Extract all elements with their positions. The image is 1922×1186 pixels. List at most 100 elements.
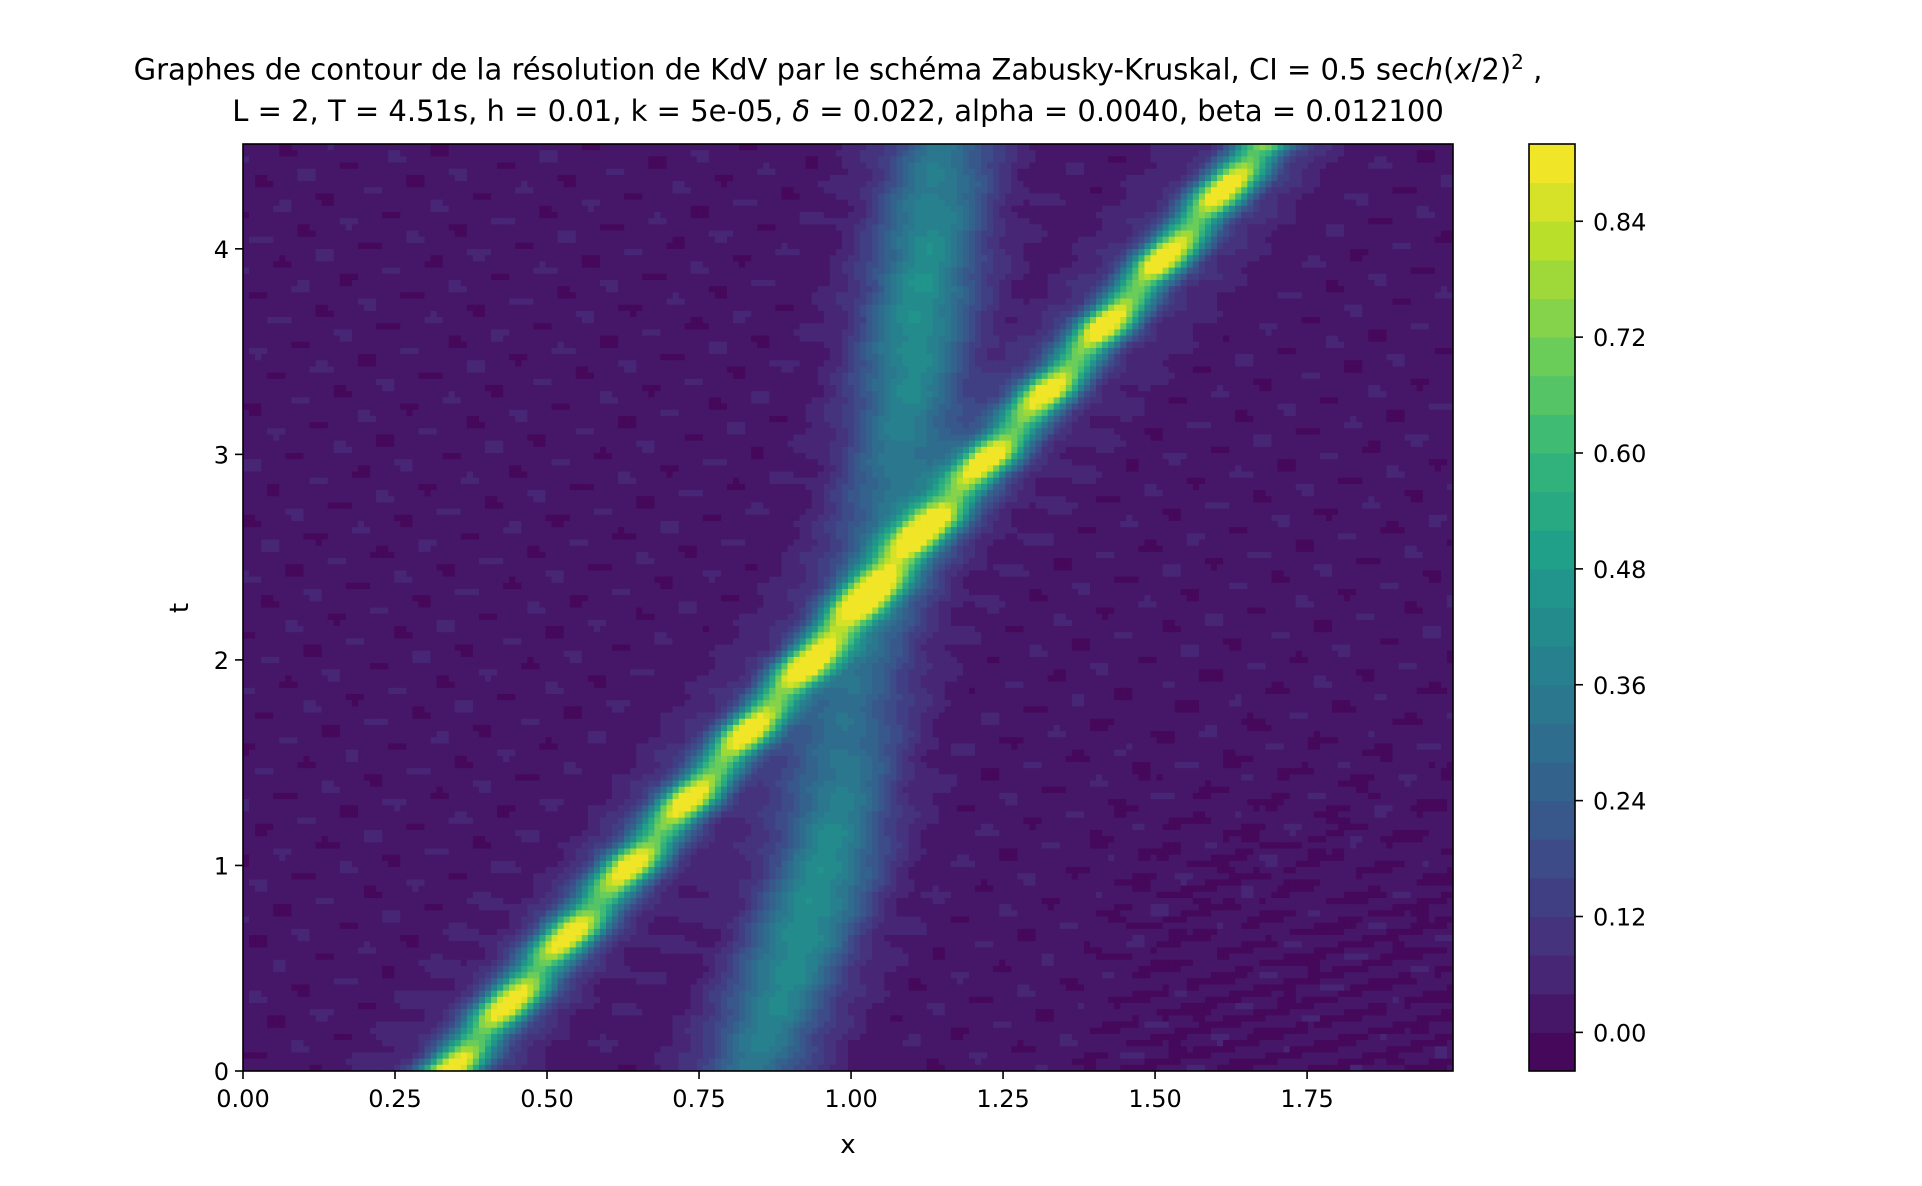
contour-cell	[1181, 206, 1188, 213]
contour-cell	[1399, 169, 1406, 176]
contour-cell	[1290, 175, 1297, 182]
contour-cell	[291, 175, 298, 182]
contour-cell	[515, 243, 522, 250]
contour-cell	[546, 206, 553, 213]
contour-cell	[539, 187, 546, 194]
contour-cell	[1362, 193, 1369, 200]
contour-cell	[1011, 243, 1018, 250]
contour-cell	[1217, 150, 1224, 157]
contour-cell	[1265, 144, 1272, 151]
contour-cell	[1144, 206, 1151, 213]
contour-cell	[564, 261, 571, 268]
contour-cell	[552, 200, 559, 207]
contour-cell	[1144, 231, 1151, 238]
contour-cell	[1017, 163, 1024, 170]
contour-cell	[1217, 218, 1224, 225]
contour-cell	[1023, 144, 1030, 151]
contour-cell	[909, 249, 916, 256]
contour-cell	[957, 231, 964, 238]
contour-cell	[1393, 144, 1400, 151]
contour-cell	[1120, 163, 1127, 170]
contour-cell	[1338, 261, 1345, 268]
contour-cell	[334, 255, 341, 262]
contour-cell	[273, 224, 280, 231]
contour-cell	[763, 144, 770, 151]
contour-cell	[836, 181, 843, 188]
contour-cell	[836, 224, 843, 231]
contour-cell	[1350, 261, 1357, 268]
contour-cell	[800, 280, 807, 287]
contour-cell	[243, 274, 250, 281]
contour-cell	[1362, 255, 1369, 262]
contour-cell	[1090, 212, 1097, 219]
contour-cell	[570, 169, 577, 176]
contour-cell	[1326, 274, 1333, 281]
contour-cell	[1399, 218, 1406, 225]
contour-cell	[467, 249, 474, 256]
contour-cell	[848, 206, 855, 213]
contour-cell	[933, 212, 940, 219]
contour-cell	[1132, 144, 1139, 151]
contour-cell	[872, 193, 879, 200]
contour-cell	[654, 144, 661, 151]
contour-cell	[890, 169, 897, 176]
contour-cell	[425, 261, 432, 268]
contour-cell	[981, 224, 988, 231]
contour-cell	[745, 181, 752, 188]
contour-cell	[691, 274, 698, 281]
contour-cell	[933, 200, 940, 207]
contour-cell	[1023, 163, 1030, 170]
contour-cell	[431, 163, 438, 170]
contour-cell	[509, 231, 516, 238]
contour-cell	[1374, 169, 1381, 176]
contour-cell	[763, 268, 770, 275]
contour-cell	[388, 150, 395, 157]
contour-cell	[1429, 150, 1436, 157]
contour-cell	[1393, 212, 1400, 219]
contour-cell	[1320, 224, 1327, 231]
contour-cell	[388, 181, 395, 188]
contour-cell	[1423, 231, 1430, 238]
contour-cell	[334, 224, 341, 231]
contour-cell	[1078, 156, 1085, 163]
contour-cell	[1102, 231, 1109, 238]
contour-cell	[618, 268, 625, 275]
contour-cell	[1120, 261, 1127, 268]
contour-cell	[1235, 169, 1242, 176]
contour-cell	[642, 249, 649, 256]
contour-cell	[352, 150, 359, 157]
contour-cell	[503, 268, 510, 275]
contour-cell	[1332, 243, 1339, 250]
contour-cell	[261, 156, 268, 163]
contour-cell	[915, 144, 922, 151]
contour-cell	[297, 292, 304, 299]
contour-cell	[939, 181, 946, 188]
contour-cell	[667, 156, 674, 163]
contour-cell	[600, 249, 607, 256]
contour-cell	[1441, 224, 1448, 231]
contour-cell	[1090, 200, 1097, 207]
contour-cell	[1005, 231, 1012, 238]
contour-cell	[322, 231, 329, 238]
contour-cell	[1380, 156, 1387, 163]
contour-cell	[975, 212, 982, 219]
contour-cell	[1241, 249, 1248, 256]
contour-cell	[739, 206, 746, 213]
contour-cell	[642, 181, 649, 188]
contour-cell	[1265, 212, 1272, 219]
contour-cell	[564, 163, 571, 170]
contour-cell	[921, 206, 928, 213]
contour-cell	[455, 237, 462, 244]
contour-cell	[909, 150, 916, 157]
contour-cell	[1138, 193, 1145, 200]
contour-cell	[1072, 175, 1079, 182]
contour-cell	[691, 212, 698, 219]
contour-cell	[1259, 292, 1266, 299]
contour-cell	[316, 218, 323, 225]
contour-cell	[358, 243, 365, 250]
contour-cell	[630, 181, 637, 188]
contour-cell	[703, 193, 710, 200]
contour-cell	[328, 286, 335, 293]
contour-cell	[824, 286, 831, 293]
contour-cell	[1175, 150, 1182, 157]
